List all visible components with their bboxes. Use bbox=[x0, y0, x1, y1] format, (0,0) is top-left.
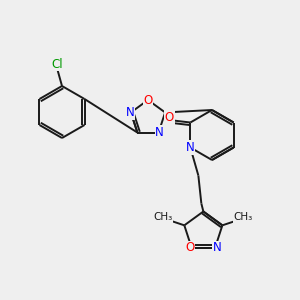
Text: N: N bbox=[155, 126, 164, 139]
Text: N: N bbox=[213, 241, 221, 254]
Text: CH₃: CH₃ bbox=[234, 212, 253, 222]
Text: CH₃: CH₃ bbox=[154, 212, 173, 222]
Text: Cl: Cl bbox=[51, 58, 63, 70]
Text: O: O bbox=[165, 111, 174, 124]
Text: O: O bbox=[185, 241, 194, 254]
Text: O: O bbox=[143, 94, 153, 106]
Text: N: N bbox=[125, 106, 134, 119]
Text: N: N bbox=[186, 141, 195, 154]
